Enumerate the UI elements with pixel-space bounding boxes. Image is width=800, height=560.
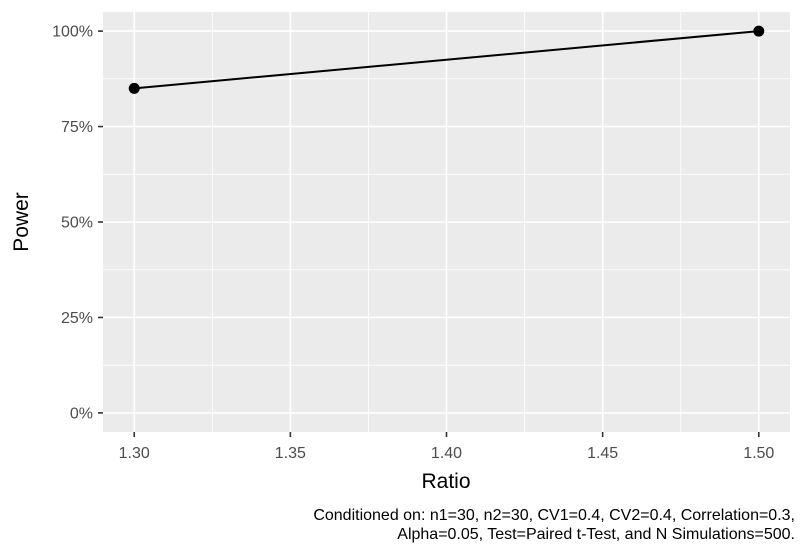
y-axis-title: Power <box>10 192 33 252</box>
y-tick-label: 25% <box>61 310 93 327</box>
y-tick-label: 50% <box>61 215 93 232</box>
major-gridlines <box>103 12 790 432</box>
x-tick-label: 1.50 <box>743 445 774 462</box>
x-tick-label: 1.30 <box>119 445 150 462</box>
y-tick-label: 75% <box>61 119 93 136</box>
power-line-series <box>134 30 759 90</box>
caption-line-1: Conditioned on: n1=30, n2=30, CV1=0.4, C… <box>313 507 795 524</box>
x-tick-label: 1.40 <box>431 445 462 462</box>
data-points <box>128 25 765 94</box>
x-tick-label: 1.35 <box>275 445 306 462</box>
y-tick-label: 0% <box>70 405 93 422</box>
data-point <box>753 25 765 37</box>
axis-tick-marks <box>98 30 760 437</box>
caption-line-2: Alpha=0.05, Test=Paired t-Test, and N Si… <box>397 526 795 543</box>
y-tick-label: 100% <box>52 24 93 41</box>
x-axis-tick-labels: 1.30 1.35 1.40 1.45 1.50 <box>119 445 775 462</box>
x-tick-label: 1.45 <box>587 445 618 462</box>
data-point <box>128 82 140 94</box>
y-axis-tick-labels: 0% 25% 50% 75% 100% <box>52 24 93 423</box>
x-axis-title: Ratio <box>421 470 470 493</box>
